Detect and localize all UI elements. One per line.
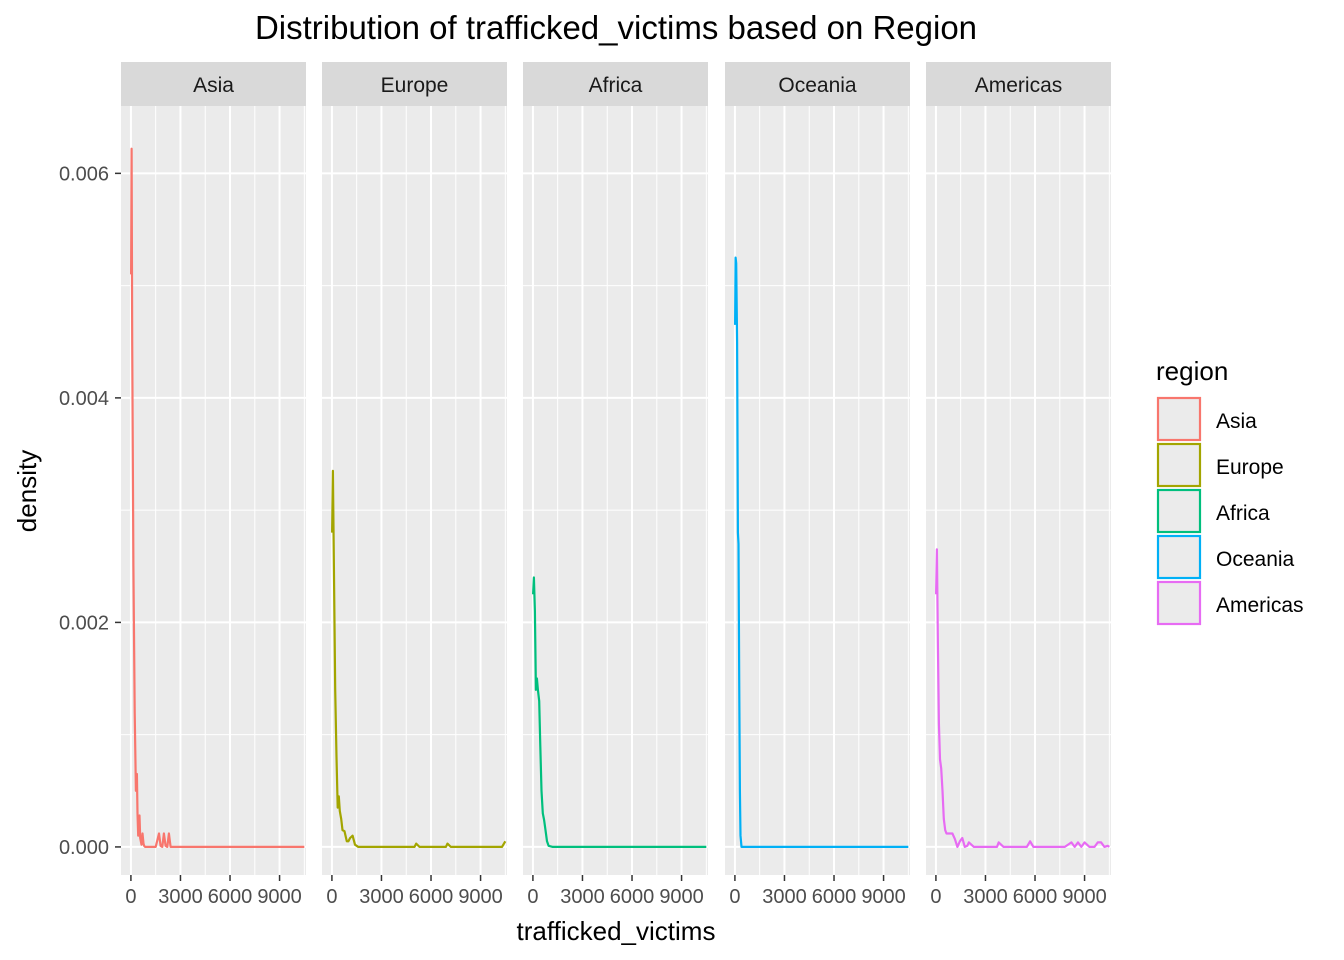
facet-strip	[725, 62, 910, 106]
panel-background	[725, 106, 910, 875]
facet-strip	[523, 62, 708, 106]
legend-label: Africa	[1216, 502, 1270, 525]
density-line-americas	[935, 548, 1110, 849]
facet-panel-oceania: Oceania 0 3000 6000 9000	[725, 62, 910, 908]
panel-background	[322, 106, 507, 875]
x-tick-label: 3000	[762, 886, 807, 908]
legend: region Asia Europe Africa Oceania Americas	[1156, 356, 1304, 626]
x-tick-label: 6000	[610, 886, 655, 908]
x-tick-label: 6000	[812, 886, 857, 908]
panel-background	[523, 106, 708, 875]
panel-background	[121, 106, 306, 875]
y-tick-label: 0.000	[59, 837, 109, 859]
legend-key	[1156, 488, 1202, 534]
x-tick-label: 0	[930, 886, 941, 908]
facet-panel-europe: Europe 0 3000 6000 9000	[322, 62, 507, 908]
legend-key	[1156, 580, 1202, 626]
legend-item-oceania: Oceania	[1156, 534, 1295, 580]
x-tick-label: 0	[527, 886, 538, 908]
facet-panel-africa: Africa 0 3000 6000 9000	[523, 62, 708, 908]
panel-background	[926, 106, 1111, 875]
legend-key	[1156, 396, 1202, 442]
facet-strip-label: Asia	[193, 74, 234, 97]
x-tick-label: 9000	[861, 886, 906, 908]
legend-item-europe: Europe	[1156, 442, 1284, 488]
legend-label: Oceania	[1216, 548, 1295, 571]
density-line-europe	[331, 469, 507, 849]
x-tick-label: 6000	[1013, 886, 1058, 908]
x-tick-label: 6000	[409, 886, 454, 908]
legend-label: Europe	[1216, 456, 1284, 479]
legend-item-americas: Americas	[1156, 580, 1304, 626]
x-axis-title: trafficked_victims	[517, 916, 716, 946]
legend-items: Asia Europe Africa Oceania Americas	[1156, 396, 1304, 626]
facet-strip	[121, 62, 306, 106]
x-tick-label: 3000	[560, 886, 605, 908]
x-tick-label: 0	[729, 886, 740, 908]
legend-title: region	[1156, 356, 1228, 386]
facet-strip-label: Europe	[381, 74, 449, 97]
density-line-africa	[532, 576, 707, 849]
y-axis: 0.000 0.002 0.004 0.006	[59, 163, 121, 859]
x-tick-label: 9000	[458, 886, 503, 908]
facet-strip-label: Oceania	[778, 74, 857, 97]
density-line-oceania	[734, 256, 909, 849]
y-tick-label: 0.004	[59, 388, 109, 410]
legend-item-africa: Africa	[1156, 488, 1270, 534]
chart-title: Distribution of trafficked_victims based…	[255, 9, 977, 46]
facet-strip	[926, 62, 1111, 106]
x-tick-label: 9000	[1062, 886, 1107, 908]
density-line-asia	[130, 147, 305, 849]
x-tick-label: 9000	[257, 886, 302, 908]
facet-panel-asia: Asia 0 3000 6000 9000	[121, 62, 306, 908]
x-tick-label: 3000	[158, 886, 203, 908]
legend-label: Asia	[1216, 410, 1257, 433]
y-axis-title: density	[12, 450, 42, 532]
facet-panel-americas: Americas 0 3000 6000 9000	[926, 62, 1111, 908]
legend-key	[1156, 442, 1202, 488]
legend-label: Americas	[1216, 594, 1304, 617]
facet-strip-label: Africa	[589, 74, 643, 97]
facet-strip-label: Americas	[975, 74, 1063, 97]
x-tick-label: 3000	[359, 886, 404, 908]
legend-item-asia: Asia	[1156, 396, 1257, 442]
x-tick-label: 0	[125, 886, 136, 908]
x-tick-label: 3000	[963, 886, 1008, 908]
y-tick-label: 0.002	[59, 612, 109, 634]
facet-strip	[322, 62, 507, 106]
x-tick-label: 9000	[659, 886, 704, 908]
x-tick-label: 0	[326, 886, 337, 908]
y-tick-label: 0.006	[59, 163, 109, 185]
legend-key	[1156, 534, 1202, 580]
x-tick-label: 6000	[208, 886, 253, 908]
